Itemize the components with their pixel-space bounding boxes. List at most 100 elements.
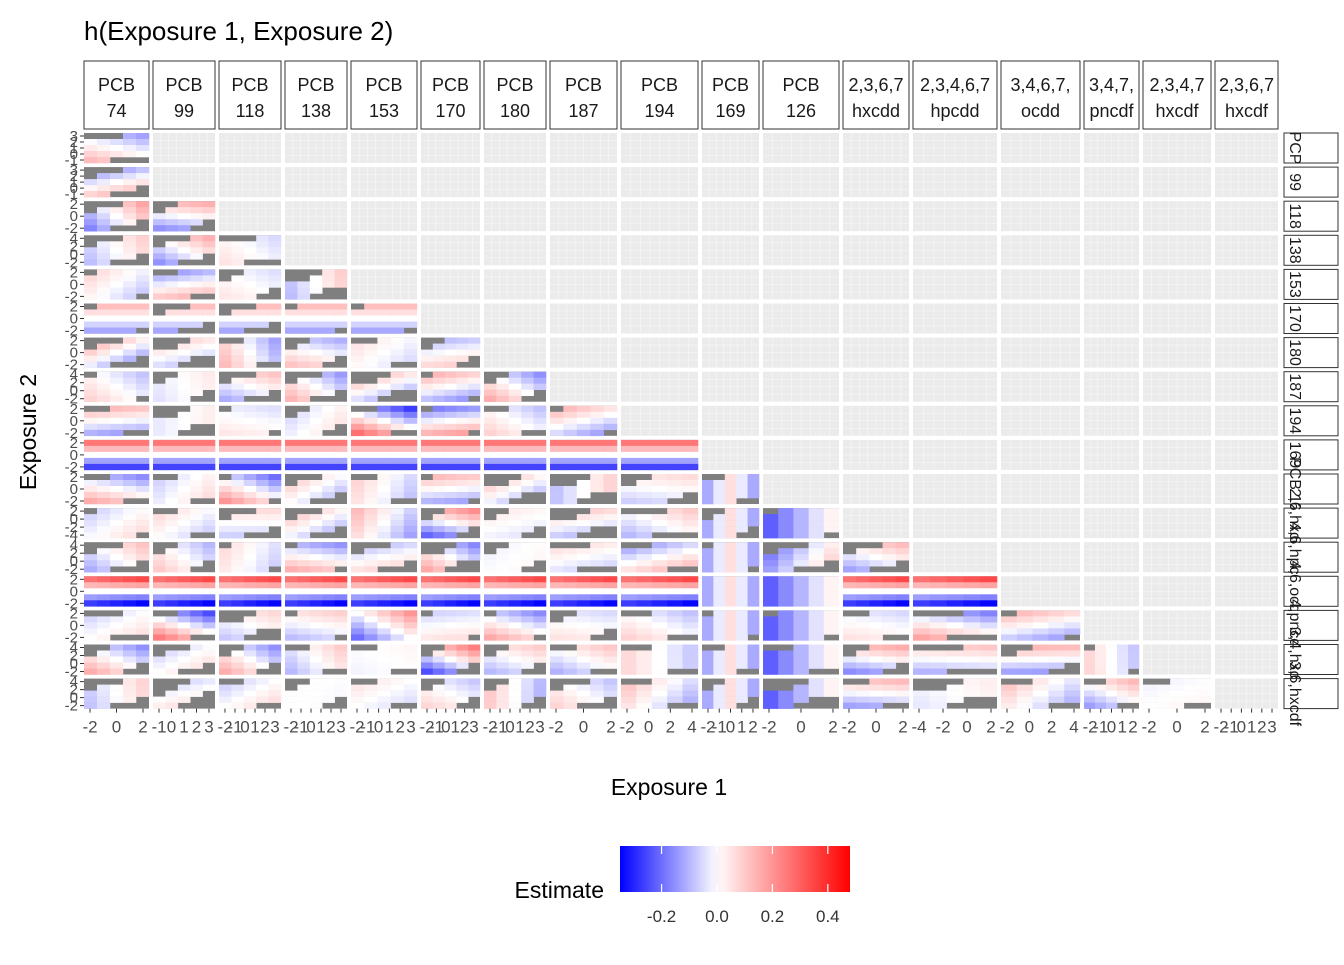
heat-cell [433, 514, 445, 520]
heat-cell [123, 350, 136, 356]
heat-cell [231, 275, 244, 281]
heat-cell [456, 356, 468, 362]
heat-cell [335, 316, 348, 322]
heat-cell [421, 396, 433, 402]
heat-cell [256, 269, 269, 275]
facet-panel [1143, 406, 1211, 436]
heat-cell [97, 281, 110, 287]
heat-cell [736, 486, 748, 492]
heat-cell [484, 498, 497, 504]
facet-panel [913, 474, 997, 504]
heat-cell [153, 486, 166, 492]
heat-cell [763, 520, 779, 526]
heat-cell [869, 582, 883, 588]
heat-cell [153, 219, 166, 225]
heat-cell [165, 520, 178, 526]
heat-cell [577, 440, 591, 446]
heat-cell [496, 514, 509, 520]
heat-cell [165, 634, 178, 640]
heat-cell [621, 446, 637, 452]
facet-panel [351, 542, 417, 572]
heat-cell [322, 356, 335, 362]
heat-cell [256, 430, 269, 436]
heat-cell [84, 259, 97, 265]
heat-cell [310, 566, 323, 572]
heat-cell [84, 253, 97, 259]
heat-cell [351, 526, 365, 532]
heat-cell [285, 281, 298, 287]
heat-cell [725, 582, 737, 588]
heat-cell [165, 514, 178, 520]
heat-cell [577, 452, 591, 458]
heat-cell [364, 310, 378, 316]
heat-cell [667, 576, 683, 582]
heat-cell [667, 600, 683, 606]
heat-cell [736, 566, 748, 572]
heat-cell [702, 582, 714, 588]
heat-cell [256, 338, 269, 344]
heat-cell [256, 304, 269, 310]
heat-cell [256, 492, 269, 498]
facet-panel [421, 372, 480, 402]
heat-cell [219, 576, 232, 582]
heat-cell [165, 554, 178, 560]
heat-cell [153, 225, 166, 231]
heat-cell [433, 350, 445, 356]
heat-cell [123, 424, 136, 430]
heat-cell [322, 304, 335, 310]
heat-cell [84, 412, 97, 418]
heat-cell [563, 554, 577, 560]
heat-cell [165, 566, 178, 572]
facet-panel [763, 235, 839, 265]
heat-cell [322, 372, 335, 378]
heat-cell [153, 452, 166, 458]
heat-cell [231, 554, 244, 560]
heat-cell [509, 440, 522, 446]
heat-cell [310, 384, 323, 390]
heat-cell [869, 560, 883, 566]
facet-panel [702, 304, 759, 334]
heat-cell [97, 582, 110, 588]
heat-cell [445, 344, 457, 350]
heat-cell [577, 520, 591, 526]
heat-cell [97, 350, 110, 356]
facet-panel [550, 338, 617, 368]
heat-cell [190, 560, 203, 566]
facet-panel [153, 201, 215, 231]
heat-cell [351, 464, 365, 470]
heat-cell [509, 532, 522, 538]
heat-cell [84, 526, 97, 532]
heat-cell [97, 145, 110, 151]
heat-cell [590, 412, 604, 418]
heat-cell [84, 566, 97, 572]
heat-cell [636, 566, 652, 572]
heat-cell [590, 464, 604, 470]
heat-cell [404, 310, 418, 316]
facet-panel [153, 610, 215, 640]
heat-cell [97, 566, 110, 572]
heat-cell [84, 316, 97, 322]
heat-cell [534, 458, 547, 464]
heat-cell [231, 498, 244, 504]
heat-cell [84, 287, 97, 293]
heat-cell [748, 600, 760, 606]
heat-cell [256, 378, 269, 384]
heat-cell [136, 600, 149, 606]
facet-panel [1143, 508, 1211, 538]
heat-cell [748, 582, 760, 588]
heat-cell [203, 458, 216, 464]
heat-cell [190, 452, 203, 458]
heat-cell [256, 253, 269, 259]
heat-cell [110, 446, 123, 452]
heat-cell [84, 139, 97, 145]
heat-cell [97, 464, 110, 470]
heat-cell [297, 430, 310, 436]
heat-cell [702, 480, 714, 486]
heat-cell [667, 464, 683, 470]
heat-cell [496, 566, 509, 572]
heat-cell [269, 440, 282, 446]
heat-cell [153, 582, 166, 588]
heat-cell [577, 480, 591, 486]
heat-cell [269, 554, 282, 560]
heat-cell [285, 622, 298, 628]
